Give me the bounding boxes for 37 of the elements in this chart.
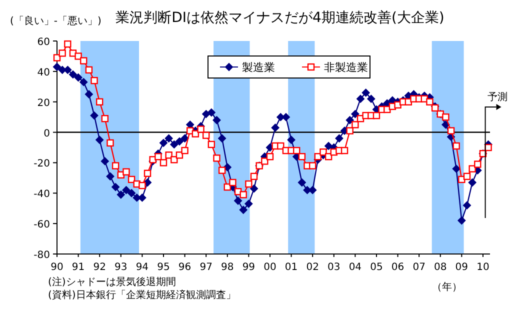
x-tick-label: 03 [328, 262, 340, 273]
x-tick-label: 92 [93, 262, 106, 273]
chart-title: 業況判断DIは依然マイナスだが4期連続改善(大企業) [116, 9, 444, 26]
x-tick-label: 90 [50, 262, 64, 273]
y-tick-label: -40 [34, 189, 50, 200]
y-tick-label: -20 [34, 158, 50, 170]
x-tick-label: 09 [455, 262, 468, 273]
x-tick-label: 08 [434, 262, 447, 273]
x-tick-label: 02 [306, 262, 319, 273]
x-tick-label: 10 [476, 262, 490, 273]
annotation: 予測 [487, 91, 508, 103]
x-tick-label: 01 [284, 262, 298, 273]
text: (資料)日本銀行「企業短期経済観測調査」 [48, 289, 236, 301]
x-tick-label: 99 [242, 262, 256, 273]
x-tick-label: 93 [114, 262, 128, 273]
y-tick-label: -80 [34, 250, 50, 261]
x-tick-label: 91 [72, 262, 85, 273]
x-tick-label: 06 [391, 262, 404, 273]
x-tick-label: 97 [200, 262, 212, 273]
legend-label: 非製造業 [324, 61, 368, 74]
y-tick-label: -60 [34, 220, 50, 231]
x-tick-label: 98 [221, 262, 234, 273]
x-tick-label: 95 [157, 262, 170, 273]
x-tick-label: 05 [370, 262, 383, 273]
y-tick-label: 0 [44, 128, 50, 140]
x-axis-title: （年） [432, 281, 462, 293]
y-axis-title: (「良い」-「悪い」) [10, 15, 102, 27]
x-tick-label: 96 [178, 262, 192, 273]
x-tick-label: 07 [412, 262, 426, 273]
x-tick-label: 94 [136, 262, 149, 273]
y-tick-label: 40 [37, 67, 50, 78]
y-tick-label: 20 [37, 98, 50, 109]
legend-label: 製造業 [242, 61, 275, 74]
y-tick-label: 60 [37, 37, 50, 48]
x-tick-label: 04 [348, 262, 362, 273]
x-tick-label: 00 [264, 262, 276, 273]
text: (注)シャドーは景気後退期間 [48, 276, 176, 288]
